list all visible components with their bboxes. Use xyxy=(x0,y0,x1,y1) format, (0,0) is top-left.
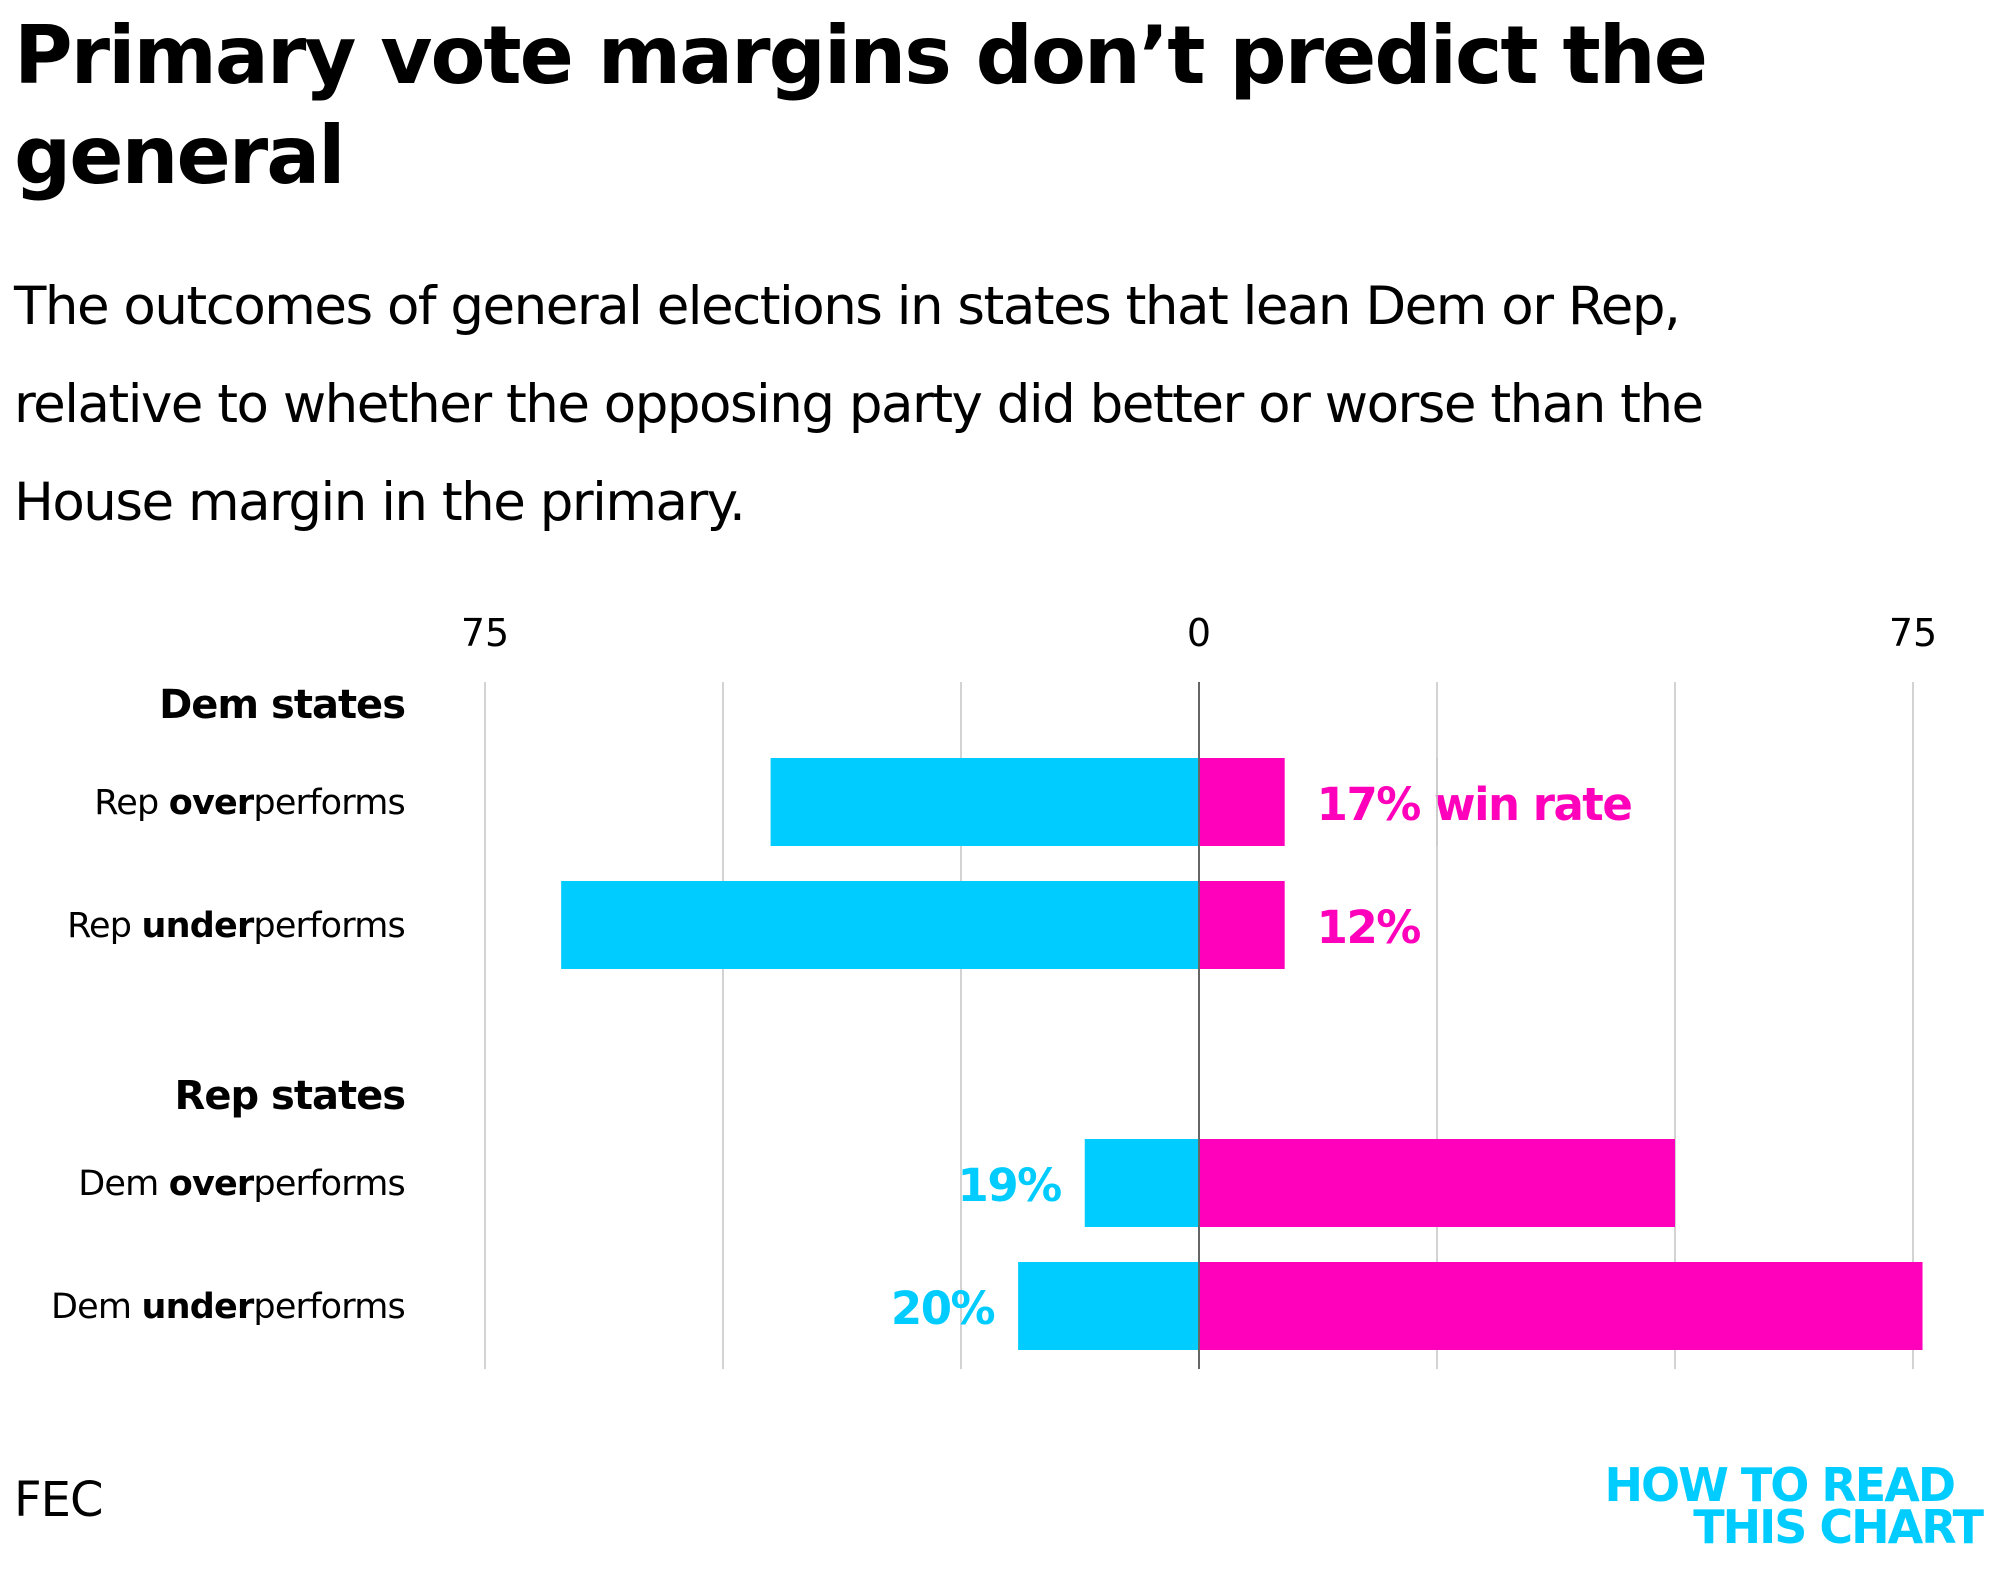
logo-line-1: HOW TO READ xyxy=(1604,1458,1956,1512)
row-label-emphasis: under xyxy=(142,1287,255,1327)
bar-dem xyxy=(1018,1262,1199,1350)
x-tick-label: 0 xyxy=(1187,611,1211,655)
bar-rep xyxy=(1199,758,1285,846)
group-label: Dem states xyxy=(159,682,405,728)
row-label-emphasis: over xyxy=(169,1164,255,1204)
bar-dem xyxy=(561,881,1199,969)
row-label-prefix: Dem xyxy=(78,1164,169,1204)
source-label: FEC xyxy=(14,1472,103,1528)
row-label: Rep overperforms xyxy=(94,783,405,823)
bar-dem xyxy=(770,758,1199,846)
row-label-suffix: performs xyxy=(253,906,405,946)
row-label-suffix: performs xyxy=(253,783,405,823)
chart-subtitle: The outcomes of general elections in sta… xyxy=(14,276,1704,533)
how-to-read-this-chart-logo: HOW TO READ THIS CHART xyxy=(1604,1458,1984,1554)
chart-title: Primary vote margins don’t predict the g… xyxy=(14,9,1708,202)
row-label: Dem underperforms xyxy=(51,1287,405,1327)
row-label: Dem overperforms xyxy=(78,1164,405,1204)
x-axis-ticks: 75 0 75 xyxy=(461,611,1937,655)
win-rate-annotation: 19% xyxy=(958,1159,1062,1212)
row-label-suffix: performs xyxy=(253,1287,405,1327)
bar-dem xyxy=(1084,1139,1199,1227)
row-label-prefix: Dem xyxy=(51,1287,142,1327)
x-tick-label: 75 xyxy=(1889,611,1937,655)
row-label-suffix: performs xyxy=(253,1164,405,1204)
x-tick-label: 75 xyxy=(461,611,509,655)
bar-rep xyxy=(1199,881,1285,969)
row-label-prefix: Rep xyxy=(94,783,168,823)
group-label: Rep states xyxy=(175,1073,405,1119)
bars xyxy=(561,758,1923,1350)
row-label: Rep underperforms xyxy=(67,906,405,946)
row-label-emphasis: over xyxy=(169,783,255,823)
annotations: 17% win rate 12% 19% 20% xyxy=(891,758,1633,1335)
bar-rep xyxy=(1199,1262,1923,1350)
row-label-prefix: Rep xyxy=(67,906,141,946)
win-rate-annotation: 12% xyxy=(1317,901,1421,954)
win-rate-annotation: 17% win rate xyxy=(1317,778,1632,831)
bar-rep xyxy=(1199,1139,1675,1227)
win-rate-annotation: 20% xyxy=(891,1282,995,1335)
logo-line-2: THIS CHART xyxy=(1693,1500,1984,1554)
row-label-emphasis: under xyxy=(142,906,255,946)
